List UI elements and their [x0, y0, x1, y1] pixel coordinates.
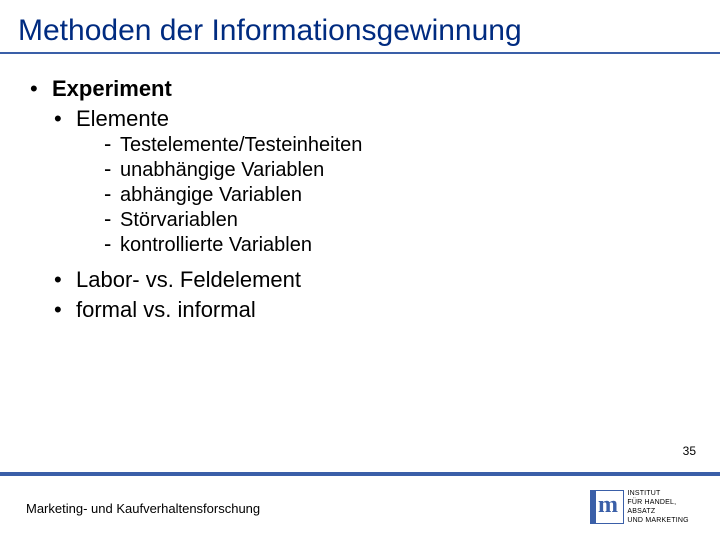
- bullet-text: Labor- vs. Feldelement: [76, 267, 301, 293]
- bullet-lvl3: - Störvariablen: [104, 209, 690, 232]
- bullet-lvl3: - Testelemente/Testeinheiten: [104, 134, 690, 157]
- bullet-lvl3: - kontrollierte Variablen: [104, 234, 690, 257]
- bullet-lvl1: • Experiment: [30, 76, 690, 102]
- dash-icon: -: [104, 209, 120, 229]
- bullet-text: abhängige Variablen: [120, 184, 302, 207]
- bullet-dot: •: [54, 106, 76, 132]
- bullet-lvl2: • Labor- vs. Feldelement: [54, 267, 690, 293]
- bullet-dot: •: [54, 267, 76, 293]
- slide-title: Methoden der Informationsgewinnung: [0, 0, 720, 52]
- bullet-dot: •: [30, 76, 52, 102]
- bullet-text: Störvariablen: [120, 209, 238, 232]
- bullet-text: unabhängige Variablen: [120, 159, 324, 182]
- bullet-lvl3: - unabhängige Variablen: [104, 159, 690, 182]
- dash-icon: -: [104, 234, 120, 254]
- slide: Methoden der Informationsgewinnung • Exp…: [0, 0, 720, 540]
- page-number: 35: [683, 444, 696, 458]
- bullet-text: formal vs. informal: [76, 297, 256, 323]
- logo-line2: FÜR HANDEL, ABSATZ: [627, 498, 700, 516]
- title-underline: [0, 52, 720, 54]
- bullet-text: Elemente: [76, 106, 169, 132]
- bullet-lvl3: - abhängige Variablen: [104, 184, 690, 207]
- logo-mark: m: [590, 490, 621, 524]
- bullet-text: kontrollierte Variablen: [120, 234, 312, 257]
- logo-bar: [590, 490, 596, 524]
- bullet-text: Experiment: [52, 76, 172, 102]
- bullet-text: Testelemente/Testeinheiten: [120, 134, 362, 157]
- dash-icon: -: [104, 184, 120, 204]
- bullet-dot: •: [54, 297, 76, 323]
- logo-line1: INSTITUT: [627, 489, 700, 498]
- dash-icon: -: [104, 134, 120, 154]
- bullet-lvl2: • formal vs. informal: [54, 297, 690, 323]
- bullet-lvl2: • Elemente: [54, 106, 690, 132]
- content-area: • Experiment • Elemente - Testelemente/T…: [0, 62, 720, 323]
- logo-line3: UND MARKETING: [627, 516, 700, 525]
- logo-letter: m: [598, 492, 622, 522]
- logo-text: INSTITUT FÜR HANDEL, ABSATZ UND MARKETIN…: [627, 489, 700, 525]
- dash-icon: -: [104, 159, 120, 179]
- footer-rule: [0, 472, 720, 476]
- institute-logo: m INSTITUT FÜR HANDEL, ABSATZ UND MARKET…: [590, 484, 700, 530]
- footer-text: Marketing- und Kaufverhaltensforschung: [26, 501, 260, 516]
